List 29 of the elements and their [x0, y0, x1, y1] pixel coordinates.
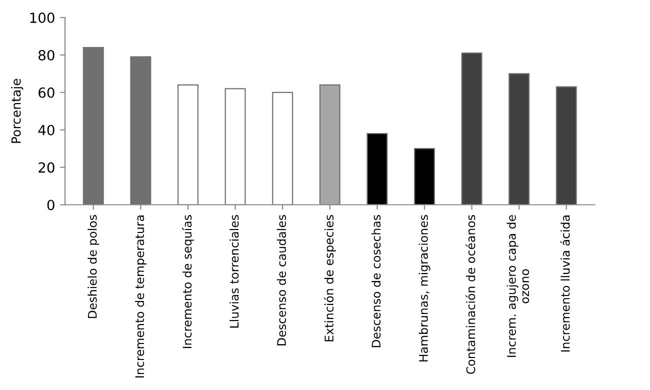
y-tick-label: 60 — [38, 87, 54, 98]
bar — [130, 56, 152, 205]
x-tick-label: Increm. agujero capa de ozono — [506, 215, 530, 357]
y-tick-label: 80 — [38, 50, 54, 60]
x-tick-label: Descenso de cosechas — [371, 215, 381, 348]
y-tick-label: 40 — [38, 124, 54, 136]
x-tick-label: Contaminación de océanos — [466, 215, 476, 374]
bar — [177, 84, 198, 205]
y-tick-label: 0 — [47, 200, 54, 210]
x-tick-label: Hambrunas, migraciones — [418, 215, 430, 362]
x-tick-label: Lluvias torrenciales — [230, 215, 239, 328]
bar — [461, 52, 482, 205]
x-tick-label: Incremento lluvia ácida — [560, 216, 570, 352]
x-tick-label: Deshielo de polos — [88, 215, 100, 318]
bar — [414, 148, 435, 205]
x-tick-label: Descenso de caudales — [276, 215, 286, 346]
bar — [224, 88, 246, 205]
bar — [366, 133, 388, 205]
x-tick-label: Extinción de especies — [324, 215, 336, 342]
y-tick-label: 100 — [30, 12, 54, 24]
y-tick-label: 20 — [38, 162, 54, 173]
x-tick-label: Incremento de sequías — [182, 215, 194, 348]
bar — [82, 46, 104, 205]
bar — [319, 84, 340, 205]
x-tick-label: Incremento de temperatura — [134, 216, 146, 378]
bar — [556, 86, 577, 205]
bar — [508, 73, 530, 205]
y-axis-title: Porcentaje — [11, 78, 24, 143]
bar — [272, 92, 294, 205]
